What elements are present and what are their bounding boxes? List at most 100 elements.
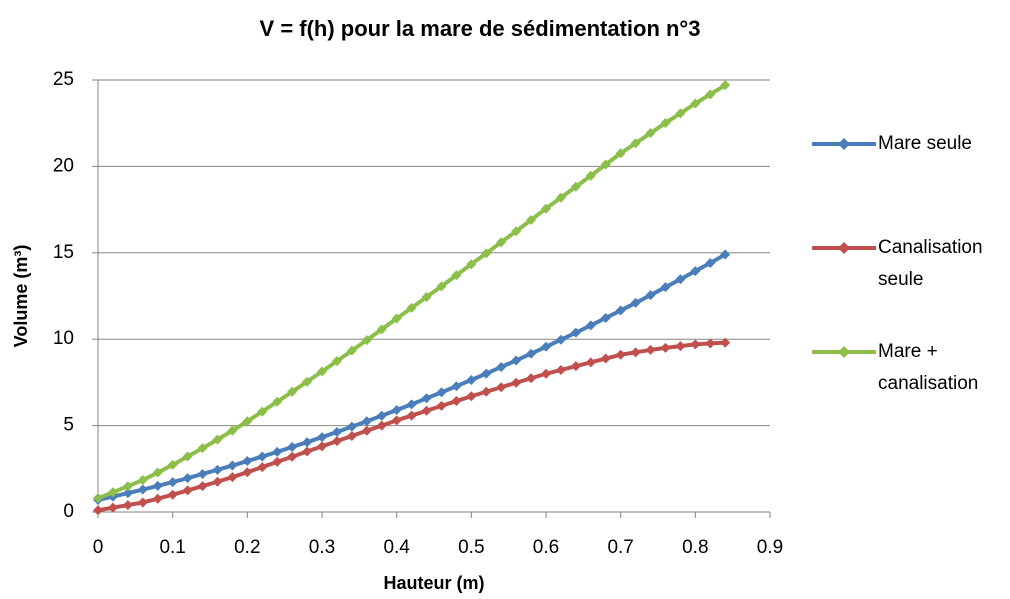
- marker: [331, 426, 342, 437]
- marker: [317, 441, 327, 452]
- marker: [645, 344, 656, 355]
- marker: [630, 297, 641, 308]
- marker: [302, 446, 313, 457]
- marker: [242, 416, 253, 427]
- marker: [511, 355, 522, 366]
- marker: [197, 443, 208, 454]
- marker: [585, 320, 596, 331]
- marker: [481, 368, 492, 379]
- marker: [705, 89, 716, 100]
- marker: [361, 335, 372, 346]
- legend-swatch: [812, 346, 876, 358]
- marker: [436, 387, 447, 398]
- legend-item: Mare seule: [810, 128, 1003, 160]
- x-tick-label: 0.3: [309, 537, 335, 558]
- marker: [526, 214, 537, 225]
- marker: [152, 493, 163, 504]
- x-tick-label: 0.5: [458, 537, 484, 558]
- y-tick-label: 20: [53, 155, 74, 176]
- series-line: [97, 83, 727, 501]
- marker: [585, 170, 596, 181]
- marker: [93, 493, 103, 504]
- marker: [107, 502, 118, 513]
- x-tick-label: 0: [93, 537, 104, 558]
- marker: [182, 473, 193, 484]
- marker: [526, 373, 537, 384]
- marker: [331, 436, 342, 447]
- marker: [287, 451, 298, 462]
- marker: [630, 347, 641, 358]
- marker: [421, 405, 432, 416]
- marker: [122, 488, 133, 499]
- legend-item: Mare + canalisation: [810, 336, 1003, 400]
- y-tick-label: 10: [53, 328, 74, 349]
- series-line: [97, 252, 727, 502]
- marker: [451, 396, 462, 407]
- marker: [406, 399, 417, 410]
- marker: [690, 339, 701, 350]
- marker: [481, 386, 492, 397]
- legend-item: Canalisation seule: [810, 232, 1003, 296]
- marker: [585, 357, 596, 368]
- marker: [287, 386, 298, 397]
- marker: [615, 148, 626, 159]
- marker: [317, 366, 327, 377]
- marker: [197, 481, 208, 492]
- marker: [660, 282, 671, 293]
- marker: [555, 334, 566, 345]
- y-tick-label: 0: [63, 501, 74, 522]
- marker: [541, 368, 551, 379]
- legend-label: Canalisation seule: [878, 237, 983, 290]
- marker: [331, 356, 342, 367]
- marker: [242, 467, 253, 478]
- x-tick-label: 0.1: [159, 537, 185, 558]
- marker: [570, 327, 581, 338]
- marker: [197, 468, 208, 479]
- marker: [152, 480, 163, 491]
- marker: [167, 459, 178, 470]
- marker: [346, 430, 357, 441]
- marker: [302, 437, 313, 448]
- marker: [376, 410, 387, 421]
- marker: [600, 353, 611, 364]
- x-axis-label: Hauteur (m): [383, 573, 484, 593]
- marker: [391, 313, 402, 324]
- marker: [436, 400, 447, 411]
- legend-label: Mare + canalisation: [878, 341, 979, 394]
- marker: [122, 481, 133, 492]
- marker: [451, 270, 462, 281]
- marker: [406, 302, 417, 313]
- marker: [122, 500, 133, 511]
- marker: [107, 487, 118, 498]
- marker: [152, 467, 163, 478]
- marker: [421, 393, 432, 404]
- marker: [272, 456, 283, 467]
- marker: [600, 159, 611, 170]
- marker: [137, 497, 148, 508]
- chart-title: V = f(h) pour la mare de sédimentation n…: [260, 16, 701, 41]
- marker: [376, 324, 387, 335]
- marker: [660, 118, 671, 129]
- marker: [615, 349, 626, 360]
- marker: [466, 391, 477, 402]
- marker: [645, 128, 656, 139]
- marker: [376, 420, 387, 431]
- marker: [555, 192, 566, 203]
- legend-marker: [838, 346, 850, 358]
- y-tick-label: 5: [63, 415, 74, 436]
- marker: [227, 425, 238, 436]
- marker: [257, 462, 268, 473]
- marker: [511, 377, 522, 388]
- marker: [720, 80, 731, 91]
- marker: [391, 405, 402, 416]
- marker: [660, 342, 671, 353]
- marker: [690, 98, 701, 109]
- marker: [361, 425, 372, 436]
- marker: [496, 362, 507, 373]
- marker: [137, 475, 148, 486]
- marker: [361, 416, 372, 427]
- marker: [391, 415, 402, 426]
- marker: [481, 248, 492, 259]
- legend-swatch: [812, 138, 876, 150]
